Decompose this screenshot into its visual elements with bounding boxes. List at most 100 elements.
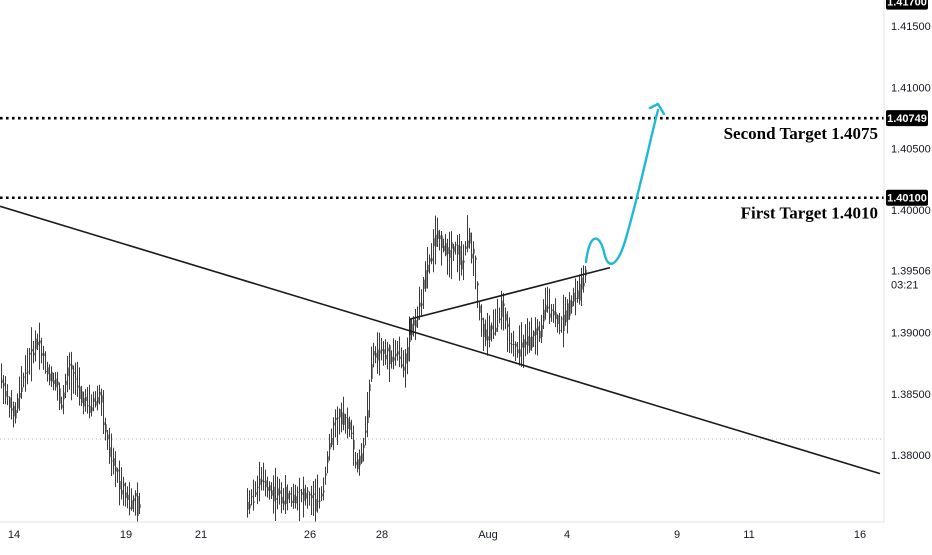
candle-body — [287, 493, 289, 500]
candle-body — [531, 336, 533, 348]
candle-body — [513, 343, 515, 345]
candle-body — [395, 353, 397, 357]
candle-body — [561, 318, 563, 320]
x-tick-label: 14 — [8, 529, 20, 541]
candle-body — [51, 371, 53, 382]
x-tick-label: 4 — [564, 529, 570, 541]
candle-body — [475, 257, 477, 260]
candle-body — [311, 495, 313, 499]
candle-body — [471, 253, 473, 259]
candle-body — [563, 314, 565, 332]
candle-body — [335, 417, 337, 420]
candle-body — [495, 327, 497, 333]
candle-body — [443, 245, 445, 252]
candle-body — [327, 456, 329, 463]
candle-body — [461, 260, 463, 270]
candle-body — [309, 493, 311, 496]
candle-body — [407, 346, 409, 362]
descending-trendline[interactable] — [0, 205, 881, 475]
candle-body — [381, 349, 383, 352]
candle-body — [121, 489, 123, 495]
candle-body — [57, 381, 59, 386]
candle-body — [401, 364, 403, 367]
candle-body — [481, 317, 483, 321]
candle-body — [419, 302, 421, 307]
candle-body — [389, 345, 391, 365]
candle-body — [39, 340, 41, 344]
annotations-layer: Second Target 1.4075 First Target 1.4010 — [724, 124, 878, 223]
candle-body — [463, 260, 465, 263]
candle-body — [279, 490, 281, 494]
candle-body — [337, 417, 339, 419]
candle-body — [257, 486, 259, 488]
candle-body — [491, 325, 493, 330]
y-tick-label: 1.40500 — [891, 144, 931, 156]
candle-body — [521, 342, 523, 348]
candle-body — [349, 421, 351, 430]
candle-body — [89, 405, 91, 414]
candle-body — [565, 310, 567, 323]
candle-body — [383, 349, 385, 354]
candle-body — [391, 356, 393, 362]
candle-body — [71, 364, 73, 370]
x-tick-label: 19 — [120, 529, 132, 541]
candle-body — [5, 390, 7, 397]
candle-body — [399, 356, 401, 360]
candle-body — [397, 351, 399, 355]
y-tick-label: 1.39000 — [891, 328, 931, 340]
candle-body — [351, 432, 353, 435]
candle-body — [267, 487, 269, 491]
candle-body — [299, 489, 301, 491]
candle-body — [343, 413, 345, 425]
candle-body — [289, 493, 291, 495]
x-tick-label: 28 — [376, 529, 388, 541]
candle-body — [15, 410, 17, 419]
price-badge — [886, 0, 928, 10]
drawings-layer — [0, 102, 884, 475]
candle-body — [493, 332, 495, 335]
candle-body — [303, 488, 305, 501]
time-axis-background[interactable] — [0, 522, 884, 550]
candle-body — [583, 282, 585, 287]
candles-layer — [1, 215, 587, 522]
projection-path[interactable] — [584, 108, 660, 265]
candle-body — [347, 418, 349, 430]
candle-body — [567, 303, 569, 321]
candle-body — [297, 491, 299, 493]
candle-body — [537, 326, 539, 331]
price-axis-background[interactable] — [884, 0, 932, 550]
candle-body — [115, 466, 117, 472]
candle-body — [255, 492, 257, 495]
candle-body — [105, 424, 107, 433]
candle-body — [517, 349, 519, 354]
candle-body — [55, 378, 57, 388]
price-badge-label: 1.40100 — [887, 193, 927, 205]
candle-body — [409, 329, 411, 343]
candle-body — [85, 396, 87, 402]
y-tick-label: 1.41500 — [891, 21, 931, 33]
candle-body — [353, 439, 355, 450]
candle-body — [379, 350, 381, 354]
candle-body — [19, 393, 21, 398]
candle-body — [423, 279, 425, 289]
candle-body — [277, 488, 279, 496]
candle-body — [413, 319, 415, 326]
candle-body — [483, 323, 485, 338]
candle-body — [131, 500, 133, 510]
candle-body — [63, 392, 65, 400]
candle-body — [569, 299, 571, 316]
y-tick-label: 1.41000 — [891, 82, 931, 94]
candle-body — [49, 373, 51, 381]
wedge-trendline[interactable] — [409, 266, 611, 320]
candle-body — [91, 407, 93, 412]
candle-body — [393, 357, 395, 361]
candle-body — [291, 500, 293, 503]
candle-body — [429, 258, 431, 262]
candle-body — [301, 492, 303, 495]
candle-body — [35, 338, 37, 350]
candle-body — [357, 459, 359, 470]
candle-body — [65, 380, 67, 385]
candle-body — [123, 483, 125, 487]
